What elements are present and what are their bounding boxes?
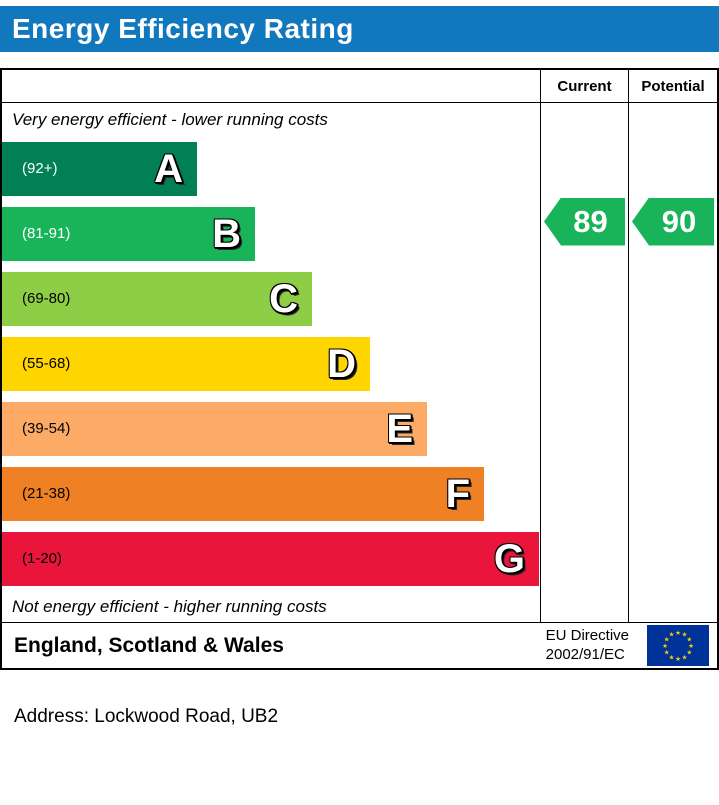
energy-efficiency-chart: Current Potential Very energy efficient … [0, 68, 719, 670]
band-bar-g: (1-20) G [2, 531, 539, 586]
svg-text:★: ★ [686, 636, 692, 644]
band-range-label: (81-91) [22, 225, 71, 242]
band-letter: D [327, 341, 356, 386]
band-range-label: (55-68) [22, 355, 71, 372]
band-range-label: (39-54) [22, 420, 71, 437]
band-range-label: (69-80) [22, 290, 71, 307]
potential-arrow: 90 [632, 197, 714, 246]
address-line: Address: Lockwood Road, UB2 [14, 706, 279, 727]
chart-footer: England, Scotland & Wales EU Directive 2… [2, 622, 717, 668]
potential-column: 90 [628, 103, 717, 622]
band-bar-a: (92+) A [2, 141, 197, 196]
svg-text:★: ★ [664, 649, 670, 657]
band-bar-e: (39-54) E [2, 401, 427, 456]
region-label: England, Scotland & Wales [14, 633, 284, 657]
band-bar-d: (55-68) D [2, 336, 370, 391]
top-note: Very energy efficient - lower running co… [12, 109, 328, 129]
band-letter: B [212, 211, 241, 256]
potential-rating-value: 90 [661, 203, 697, 239]
bands-column: Very energy efficient - lower running co… [2, 103, 540, 622]
band-range-label: (1-20) [22, 550, 63, 567]
eu-directive-line1: EU Directive [545, 626, 629, 644]
svg-text:★: ★ [662, 642, 668, 650]
current-arrow: 89 [544, 197, 625, 246]
band-letter: G [493, 536, 525, 581]
svg-text:★: ★ [664, 636, 670, 644]
svg-text:★: ★ [669, 631, 675, 639]
band-row-a: (92+) A [2, 136, 540, 201]
band-row-d: (55-68) D [2, 331, 540, 396]
band-row-g: (1-20) G [2, 526, 540, 591]
svg-text:★: ★ [675, 655, 681, 663]
band-letter: C [269, 276, 298, 321]
band-bar-f: (21-38) F [2, 466, 484, 521]
band-range-label: (92+) [22, 160, 58, 177]
band-row-f: (21-38) F [2, 461, 540, 526]
band-row-c: (69-80) C [2, 266, 540, 331]
chart-header-row: Current Potential [2, 70, 717, 103]
svg-text:★: ★ [682, 631, 688, 639]
eu-directive-label: EU Directive 2002/91/EC [546, 627, 629, 665]
current-column-header: Current [540, 70, 628, 102]
svg-text:★: ★ [675, 629, 681, 637]
page-title: Energy Efficiency Rating [12, 13, 354, 44]
current-rating-value: 89 [573, 203, 608, 239]
svg-text:★: ★ [686, 649, 692, 657]
band-row-b: (81-91) B [2, 201, 540, 266]
svg-text:★: ★ [682, 653, 688, 661]
current-column: 89 [540, 103, 628, 622]
band-row-e: (39-54) E [2, 396, 540, 461]
chart-body: Very energy efficient - lower running co… [2, 103, 717, 622]
bottom-note: Not energy efficient - higher running co… [12, 596, 327, 616]
band-bar-c: (69-80) C [2, 271, 312, 326]
band-letter: F [445, 471, 470, 516]
eu-directive-line2: 2002/91/EC [545, 645, 625, 663]
band-bar-b: (81-91) B [2, 206, 255, 261]
svg-text:★: ★ [688, 642, 694, 650]
potential-column-header: Potential [628, 70, 717, 102]
title-bar: Energy Efficiency Rating [0, 6, 719, 52]
eu-flag-icon: ★ ★ ★ ★ ★ ★ ★ ★ ★ ★ ★ ★ [647, 625, 709, 666]
svg-text:★: ★ [669, 653, 675, 661]
epc-page: Energy Efficiency Rating Current Potenti… [0, 6, 719, 727]
band-letter: A [154, 146, 183, 191]
band-letter: E [386, 406, 413, 451]
chart-header-spacer [2, 70, 540, 102]
band-range-label: (21-38) [22, 485, 71, 502]
